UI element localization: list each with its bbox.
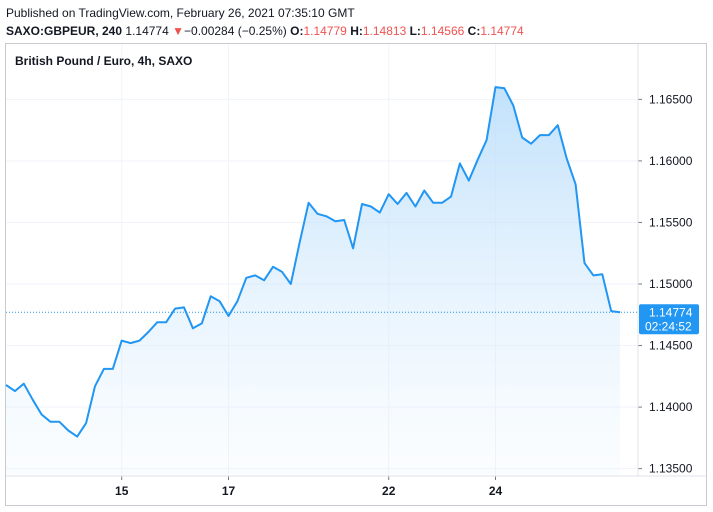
y-tick-label: 1.15500	[649, 215, 693, 229]
countdown-timer: 02:24:52	[645, 319, 692, 333]
x-tick-label: 15	[115, 484, 129, 498]
chart-frame[interactable]	[5, 43, 707, 506]
x-tick-label: 17	[222, 484, 236, 498]
last-price-tag-bg	[639, 304, 699, 335]
y-tick-label: 1.16000	[649, 154, 693, 168]
price-axis[interactable]: 1.13500 1.14000 1.14500 1.15000 1.15500 1.160…	[637, 44, 693, 476]
y-tick-label: 1.14500	[649, 339, 693, 353]
chart-title: British Pound / Euro, 4h, SAXO	[15, 54, 192, 68]
last-price-tag: 1.14774 02:24:52	[639, 304, 699, 335]
symbol-info-row: SAXO:GBPEUR, 240 1.14774 ▼−0.00284 (−0.2…	[6, 22, 706, 40]
y-tick-label: 1.13500	[649, 462, 693, 476]
price-area-fill	[6, 87, 621, 476]
high-label: H:	[350, 24, 363, 38]
price-change: −0.00284 (−0.25%)	[184, 24, 287, 38]
x-tick-label: 24	[489, 484, 503, 498]
chart-header: Published on TradingView.com, February 2…	[6, 4, 706, 40]
last-price-tag-value: 1.14774	[649, 305, 693, 319]
low-value: 1.14566	[420, 24, 465, 38]
published-note: Published on TradingView.com, February 2…	[6, 6, 355, 20]
high-value: 1.14813	[362, 24, 407, 38]
open-value: 1.14779	[303, 24, 347, 38]
close-value: 1.14774	[480, 24, 524, 38]
time-axis[interactable]: 15 17 22 24	[6, 475, 706, 498]
open-label: O:	[290, 24, 304, 38]
low-label: L:	[409, 24, 421, 38]
y-tick-label: 1.14000	[649, 400, 693, 414]
y-tick-label: 1.15000	[649, 277, 693, 291]
y-tick-label: 1.16500	[649, 92, 693, 106]
last-price: 1.14774	[125, 24, 169, 38]
close-label: C:	[467, 24, 481, 38]
down-arrow-icon: ▼	[172, 24, 185, 38]
price-line	[5, 86, 621, 438]
symbol-label[interactable]: SAXO:GBPEUR, 240	[6, 24, 123, 38]
x-tick-label: 22	[382, 484, 396, 498]
